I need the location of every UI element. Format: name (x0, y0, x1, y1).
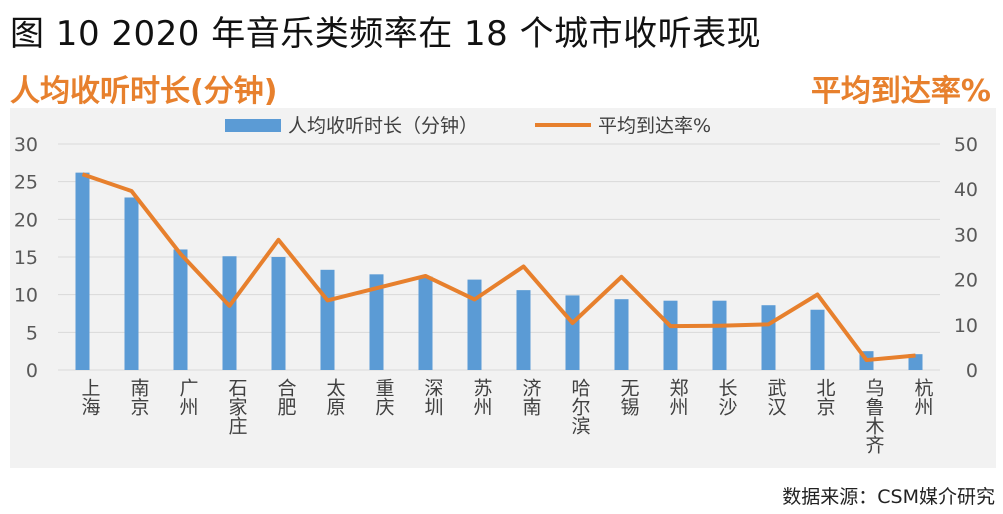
category-label: 北京 (814, 378, 836, 417)
left-tick-label: 30 (14, 134, 38, 156)
left-tick-label: 25 (14, 172, 38, 194)
bar (173, 249, 188, 370)
category-label: 重庆 (373, 378, 395, 416)
bar (565, 295, 580, 370)
bar (222, 256, 237, 370)
bar (418, 276, 433, 370)
bar (516, 290, 531, 370)
right-tick-label: 0 (966, 360, 978, 382)
bar (271, 257, 286, 370)
left-tick-label: 5 (26, 322, 38, 344)
category-label: 乌鲁木齐 (863, 378, 885, 454)
bar (712, 300, 727, 370)
category-label: 太原 (324, 378, 346, 416)
category-label: 长沙 (716, 378, 738, 416)
bar (663, 300, 678, 370)
left-tick-label: 0 (26, 360, 38, 382)
category-label: 济南 (520, 378, 542, 416)
legend-bar-label: 人均收听时长（分钟） (288, 115, 478, 137)
left-axis-heading: 人均收听时长(分钟) (10, 74, 278, 109)
category-label: 深圳 (422, 378, 444, 416)
bar (761, 305, 776, 370)
legend-line-label: 平均到达率% (598, 115, 711, 137)
bar (75, 172, 90, 370)
bar (124, 197, 139, 370)
bar (467, 279, 482, 370)
source-note: 数据来源：CSM媒介研究 (782, 486, 995, 508)
left-tick-label: 15 (14, 247, 38, 269)
right-tick-label: 30 (954, 224, 978, 246)
category-label: 哈尔滨 (569, 378, 591, 435)
legend-bar-swatch (225, 119, 281, 132)
series-line (81, 172, 916, 363)
bar (369, 274, 384, 370)
combo-chart: 0 5 10 15 20 25 30 0 10 20 30 40 50 上海 南京 广州 石家庄 合肥 太原 重庆 深圳… (14, 115, 978, 454)
left-tick-label: 10 (14, 285, 38, 307)
bar (320, 269, 335, 370)
right-tick-label: 50 (954, 134, 978, 156)
right-tick-label: 40 (954, 179, 978, 201)
bar (614, 299, 629, 370)
category-label: 上海 (79, 378, 101, 416)
category-label: 南京 (128, 378, 150, 417)
category-label: 郑州 (667, 378, 689, 416)
category-label: 杭州 (912, 378, 934, 416)
category-label: 合肥 (275, 378, 297, 416)
category-label: 无锡 (618, 378, 640, 417)
bar (810, 309, 825, 370)
chart-panel: 0 5 10 15 20 25 30 0 10 20 30 40 50 上海 南京 广州 石家庄 合肥 太原 重庆 深圳… (10, 108, 996, 468)
bar (908, 354, 923, 370)
category-label: 广州 (177, 378, 199, 416)
right-tick-label: 20 (954, 270, 978, 292)
category-label: 石家庄 (226, 378, 248, 435)
figure-title: 图 10 2020 年音乐类频率在 18 个城市收听表现 (10, 14, 762, 54)
category-label: 苏州 (471, 378, 493, 416)
category-label: 武汉 (765, 378, 787, 416)
left-tick-label: 20 (14, 209, 38, 231)
right-axis-heading: 平均到达率% (810, 74, 991, 109)
right-tick-label: 10 (954, 315, 978, 337)
